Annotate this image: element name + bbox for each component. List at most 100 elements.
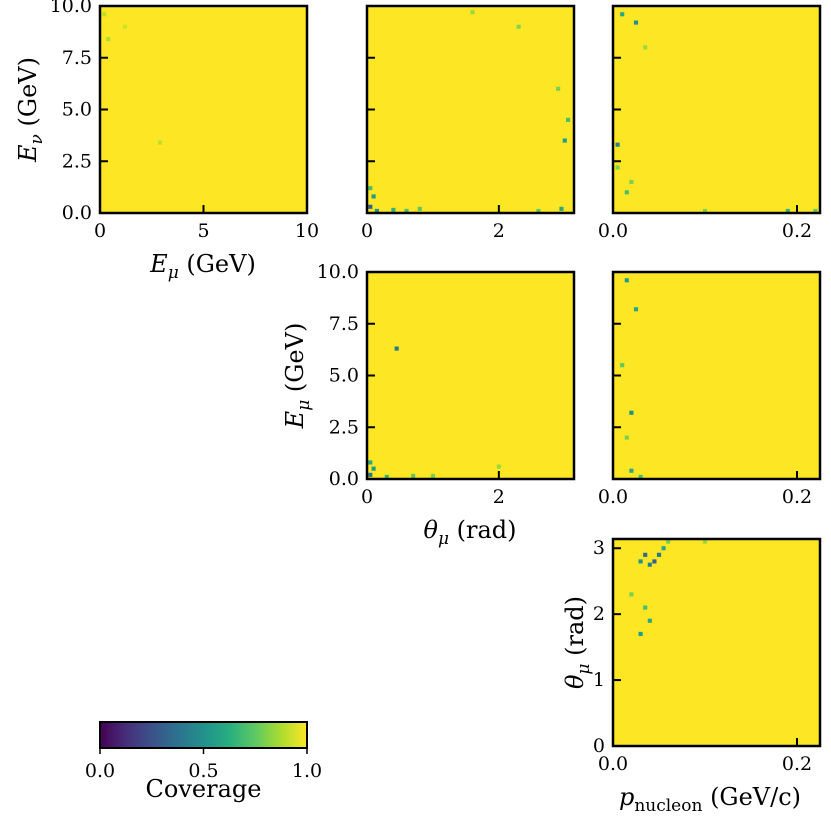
- x-tick-label: 2: [493, 220, 505, 242]
- y-tick-label: 0: [593, 735, 605, 757]
- heatmap-cell: [652, 559, 657, 564]
- y-tick-label: 7.5: [62, 47, 92, 69]
- heatmap-cell: [516, 24, 521, 29]
- colorbar-tick-label: 0.0: [85, 760, 115, 782]
- heatmap-cell: [656, 552, 662, 557]
- heatmap-cell: [638, 631, 643, 636]
- heatmap-cell: [629, 592, 634, 597]
- heatmap-cell: [556, 86, 561, 91]
- heatmap-cell: [661, 546, 666, 551]
- heatmap-cell: [368, 460, 373, 465]
- x-tick-label: 0.2: [782, 753, 812, 775]
- heatmap-cell: [633, 307, 639, 312]
- heatmap-cell: [371, 466, 376, 471]
- y-tick-label: 3: [593, 537, 605, 559]
- panel-p00: 0 5 10 0.0 2.5 5.0 7.5 10.0 Eμ (GeV) Eν (GeV): [14, 0, 319, 283]
- x-tick-label: 0.0: [598, 486, 628, 508]
- heatmap-cell: [417, 206, 422, 211]
- colorbar-label: Coverage: [146, 775, 262, 803]
- heatmap-cell: [615, 142, 620, 147]
- x-tick-label: 2: [493, 486, 505, 508]
- y-tick-label: 2: [593, 603, 605, 625]
- heatmap-cell: [106, 37, 111, 42]
- y-tick-label: 0.0: [62, 202, 92, 224]
- heatmap-cell: [647, 618, 652, 623]
- x-tick-label: 0: [361, 486, 373, 508]
- heatmap-cell: [102, 12, 107, 17]
- panel-p11: 0 2 0.0 2.5 5.0 7.5 10.0 θμ (rad) Eμ (GeV): [281, 261, 576, 549]
- panel-p22: 0.0 0.2 0 1 2 3 pnucleon (GeV/c) θμ (rad): [561, 537, 822, 816]
- heatmap-cell: [624, 435, 629, 440]
- heatmap-cell: [368, 204, 373, 209]
- heatmap-cell: [122, 24, 127, 29]
- x-tick-label: 0.0: [598, 220, 628, 242]
- colorbar-tick-label: 1.0: [292, 760, 322, 782]
- heatmap-cell: [785, 208, 790, 213]
- heatmap-cell: [638, 559, 643, 564]
- heatmap-cell: [368, 472, 373, 477]
- heatmap-cell: [702, 208, 708, 213]
- heatmap-cell: [643, 45, 648, 50]
- heatmap-cell: [624, 190, 629, 195]
- heatmap-cell: [647, 562, 652, 567]
- heatmap-cell: [702, 539, 708, 544]
- y-axis-label: θμ (rad): [561, 596, 594, 689]
- heatmap-cell: [394, 346, 399, 351]
- y-tick-label: 10.0: [317, 261, 359, 283]
- heatmap-background: [613, 539, 820, 746]
- panel-p02: 0.0 0.2: [598, 4, 822, 242]
- heatmap-cell: [643, 552, 648, 557]
- y-tick-label: 0.0: [329, 468, 359, 490]
- heatmap-cell: [371, 194, 376, 199]
- panel-p12: 0.0 0.2: [598, 270, 822, 508]
- heatmap-cell: [629, 410, 634, 415]
- heatmap-cell: [157, 140, 163, 145]
- x-tick-label: 5: [197, 220, 209, 242]
- heatmap-cell: [638, 474, 643, 479]
- heatmap-cell: [813, 208, 818, 213]
- heatmap-cell: [562, 138, 567, 143]
- colorbar-gradient: [99, 721, 308, 749]
- heatmap-background: [613, 272, 820, 479]
- heatmap-cell: [404, 208, 409, 213]
- heatmap-cell: [615, 165, 620, 170]
- x-tick-label: 0.0: [598, 753, 628, 775]
- y-tick-label: 10.0: [50, 0, 92, 17]
- x-tick-label: 0.2: [782, 486, 812, 508]
- x-tick-label: 10: [295, 220, 319, 242]
- x-axis-label: θμ (rad): [423, 516, 516, 549]
- x-tick-label: 0.2: [782, 220, 812, 242]
- heatmap-cell: [643, 605, 648, 610]
- panels: 0 5 100.02.55.07.510.0Eμ (GeV)Eν (GeV)0 2 0.…: [14, 0, 822, 816]
- heatmap-cell: [624, 278, 629, 283]
- heatmap-cell: [620, 363, 625, 368]
- heatmap-cell: [496, 464, 501, 469]
- heatmap-cell: [430, 473, 435, 478]
- x-tick-label: 0: [361, 220, 373, 242]
- heatmap-cell: [629, 468, 634, 473]
- heatmap-cell: [536, 208, 541, 213]
- heatmap-background: [100, 6, 307, 213]
- heatmap-background: [367, 6, 574, 213]
- heatmap-cell: [565, 117, 571, 122]
- x-axis-label: Eμ (GeV): [149, 250, 256, 283]
- heatmap-background: [613, 6, 820, 213]
- panel-frame: [611, 537, 822, 748]
- y-tick-label: 5.0: [329, 365, 359, 387]
- heatmap-cell: [470, 10, 475, 15]
- heatmap-cell: [374, 208, 379, 213]
- y-tick-label: 2.5: [62, 150, 92, 172]
- y-axis-label: Eν (GeV): [14, 57, 47, 163]
- y-tick-label: 2.5: [329, 416, 359, 438]
- heatmap-cell: [411, 473, 416, 478]
- colorbar-tick-label: 0.5: [188, 760, 218, 782]
- heatmap-cell: [559, 206, 564, 211]
- heatmap-cell: [666, 539, 671, 544]
- heatmap-background: [367, 272, 574, 479]
- heatmap-cell: [620, 12, 625, 17]
- x-axis-label: pnucleon (GeV/c): [619, 783, 801, 816]
- y-tick-label: 1: [593, 669, 605, 691]
- colorbar: 0.0 0.5 1.0 Coverage: [85, 721, 322, 803]
- y-axis-label: Eμ (GeV): [281, 323, 314, 430]
